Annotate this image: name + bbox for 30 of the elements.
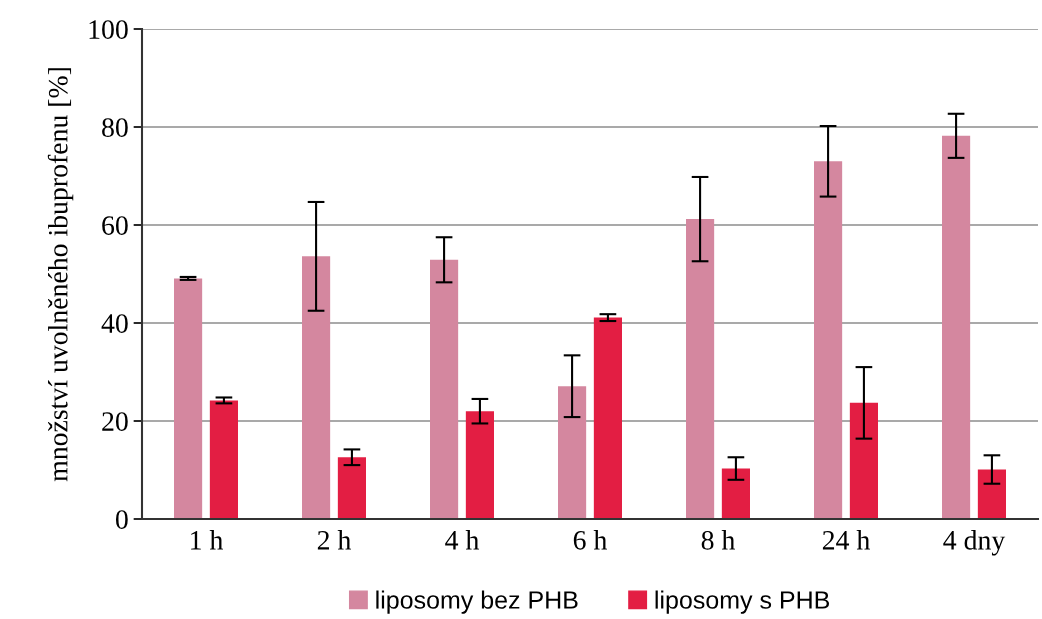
x-tick-label: 6 h xyxy=(573,530,607,550)
bar xyxy=(942,135,971,519)
bar xyxy=(337,457,366,519)
x-tick-label: 24 h xyxy=(822,530,870,550)
x-tick-label: 4 h xyxy=(445,530,479,550)
bar xyxy=(814,161,843,519)
bar xyxy=(558,386,587,519)
y-tick-label: 80 xyxy=(102,118,128,137)
y-axis-title: množství uvolněného ibuprofenu [%] xyxy=(47,68,74,482)
x-tick-label: 2 h xyxy=(317,530,351,550)
bar xyxy=(686,219,715,519)
x-tick-label: 8 h xyxy=(701,530,735,550)
y-tick-label: 20 xyxy=(102,412,128,431)
y-tick-label: 40 xyxy=(101,314,128,333)
bar xyxy=(465,411,494,519)
x-tick-label: 1 h xyxy=(191,530,223,550)
bar xyxy=(849,402,878,519)
bar xyxy=(174,278,203,519)
y-tick-label: 60 xyxy=(102,216,128,235)
bar xyxy=(209,400,238,519)
legend-label: liposomy bez PHB xyxy=(376,590,578,614)
bar xyxy=(721,468,750,519)
y-tick-label: 100 xyxy=(89,20,128,39)
y-tick-label: 0 xyxy=(115,510,128,529)
bar xyxy=(430,259,459,519)
bar xyxy=(977,469,1006,519)
bar xyxy=(593,317,622,519)
bar xyxy=(302,256,331,519)
legend-label: liposomy s PHB xyxy=(655,590,830,614)
x-tick-label: 4 dny xyxy=(943,530,1006,556)
